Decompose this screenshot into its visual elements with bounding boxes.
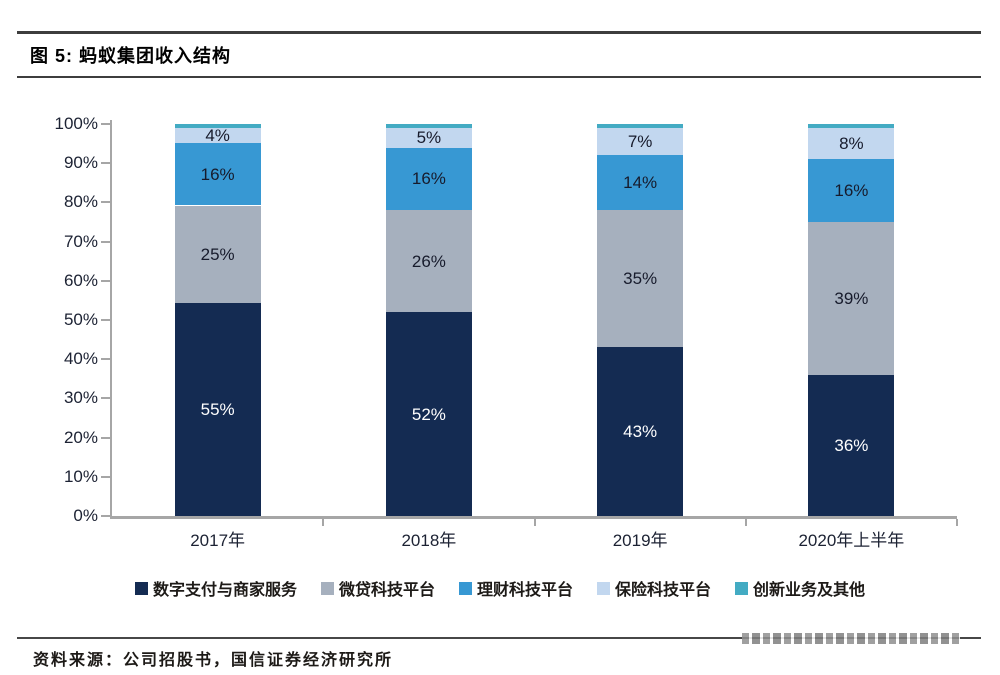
legend-swatch — [597, 581, 610, 595]
y-tick-label: 100% — [54, 114, 98, 133]
divider-under-title — [17, 76, 981, 78]
y-tick-label: 90% — [63, 153, 98, 173]
bar-segment: 16% — [174, 143, 261, 206]
y-tick-mark — [101, 436, 110, 439]
legend-swatch — [735, 581, 749, 595]
legend-swatch — [458, 581, 472, 595]
bar-segment: 14% — [597, 155, 684, 211]
legend-item-label: 创新业务及其他 — [753, 582, 866, 599]
x-category-label: 2018年 — [401, 531, 457, 550]
revenue-structure-stacked-bar-chart: 0% 10% 20% 30% 40% 50% 60% 70% 80% 90% 100% 55% 25%… — [0, 90, 1000, 610]
y-tick-mark — [101, 279, 110, 282]
bar-segment-label: 55% — [200, 399, 235, 419]
legend-item: 数字支付与商家服务 — [134, 576, 297, 600]
y-tick-label: 20% — [63, 427, 98, 447]
bar-segment-label: 14% — [623, 173, 658, 193]
legend-item-label: 数字支付与商家服务 — [152, 582, 297, 599]
y-tick-mark — [101, 358, 110, 361]
bar-segment: 25% — [174, 205, 261, 303]
bar-segment: 55% — [174, 302, 261, 516]
bar-segment: 39% — [808, 222, 895, 375]
bar-segment: 4% — [174, 126, 261, 146]
watermark-artifact — [742, 633, 960, 644]
y-tick-mark — [101, 319, 110, 321]
x-tick-mark — [533, 519, 536, 526]
bar-segment-label: 52% — [411, 404, 446, 424]
bar-segment: 7% — [597, 127, 684, 156]
y-tick-mark — [101, 240, 110, 243]
x-category-label: 2017年 — [190, 531, 246, 550]
y-tick-mark — [101, 123, 110, 125]
bar-segment-label: 16% — [834, 181, 869, 201]
figure-title: 图 5: 蚂蚁集团收入结构 — [30, 46, 232, 66]
bar-segment-label: 39% — [834, 288, 869, 308]
bar-segment-label: 8% — [839, 134, 864, 154]
y-tick-mark — [101, 162, 110, 165]
y-tick-mark — [101, 515, 110, 517]
y-tick-mark — [101, 475, 110, 478]
legend-item: 微贷科技平台 — [320, 576, 435, 600]
bar-segment — [597, 124, 684, 128]
bar-segment: 26% — [385, 210, 472, 313]
bar-segment-label: 36% — [834, 435, 869, 455]
bar-segment — [808, 124, 895, 128]
bar-segment-label: 7% — [627, 132, 653, 152]
x-tick-mark — [322, 519, 325, 526]
legend-swatch — [134, 581, 148, 595]
y-axis-line — [110, 120, 112, 518]
y-tick-label: 10% — [63, 466, 98, 486]
y-tick-mark — [101, 397, 110, 400]
x-tick-mark — [744, 519, 747, 526]
x-tick-mark — [956, 519, 958, 526]
legend-item-label: 理财科技平台 — [476, 582, 573, 599]
y-tick-mark — [101, 201, 110, 204]
y-tick-label: 30% — [63, 388, 98, 408]
legend-item-label: 微贷科技平台 — [338, 582, 435, 599]
x-axis-line — [110, 516, 957, 519]
source-note: 资料来源：公司招股书，国信证券经济研究所 — [33, 652, 394, 669]
x-category-label: 2019年 — [612, 531, 668, 550]
legend-item: 理财科技平台 — [458, 576, 573, 600]
legend-item: 创新业务及其他 — [735, 576, 865, 600]
bar-segment-label: 43% — [623, 422, 658, 442]
bar-segment: 5% — [385, 127, 472, 148]
y-tick-label: 80% — [63, 192, 98, 212]
y-tick-label: 60% — [63, 270, 98, 290]
bar-segment-label: 25% — [200, 244, 235, 264]
bar-segment-label: 35% — [623, 269, 658, 289]
y-tick-label: 70% — [63, 231, 98, 251]
bar-segment: 36% — [808, 374, 895, 516]
bar-segment-label: 16% — [411, 169, 446, 189]
divider-bottom — [17, 637, 981, 639]
bar-segment: 35% — [597, 210, 684, 348]
bar-segment-label: 5% — [416, 128, 442, 148]
legend-item: 保险科技平台 — [597, 576, 711, 600]
bar-segment-label: 16% — [200, 164, 235, 184]
y-tick-label: 0% — [73, 506, 98, 525]
x-category-label: 2020年上半年 — [798, 531, 905, 550]
bar-segment-label: 4% — [205, 126, 230, 146]
y-tick-label: 40% — [63, 349, 98, 369]
divider-top — [17, 31, 981, 34]
bar-segment: 16% — [808, 159, 895, 222]
bar-segment: 8% — [808, 127, 895, 160]
legend-item-label: 保险科技平台 — [615, 582, 712, 599]
bar-segment: 52% — [385, 312, 472, 516]
y-tick-label: 50% — [63, 310, 98, 329]
bar-segment: 16% — [385, 147, 472, 211]
chart-legend: 数字支付与商家服务 微贷科技平台 理财科技平台 保险科技平台 创新业务及其他 — [0, 576, 1000, 600]
bar-segment — [385, 124, 472, 128]
legend-swatch — [320, 581, 334, 595]
bar-segment: 43% — [597, 347, 684, 516]
bar-segment — [174, 124, 261, 128]
bar-segment-label: 26% — [411, 251, 446, 271]
